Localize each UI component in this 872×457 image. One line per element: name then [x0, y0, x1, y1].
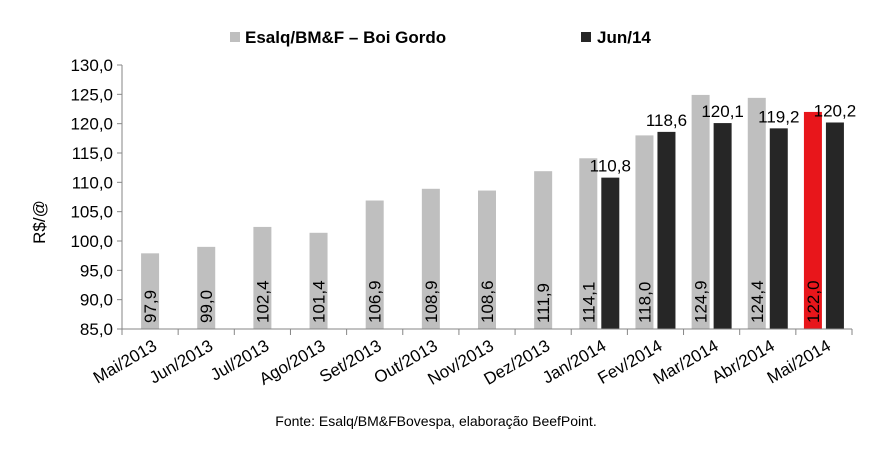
y-tick-label: 90,0 — [80, 291, 113, 310]
y-tick-label: 115,0 — [72, 144, 113, 163]
bar-jun14 — [713, 123, 732, 329]
data-label-esalq: 106,9 — [366, 280, 385, 323]
bars: 97,9 99,0 102,4 101,4 106,9 108,9 108,6 111,9 11… — [141, 94, 857, 329]
y-tick-label: 120,0 — [70, 115, 113, 134]
y-tick-label: 130,0 — [70, 56, 113, 75]
bar-esalq — [309, 232, 328, 329]
legend-swatch-esalq — [230, 32, 240, 42]
y-tick-label: 100,0 — [70, 232, 113, 251]
data-label-esalq: 102,4 — [253, 280, 272, 323]
data-label-esalq: 99,0 — [197, 290, 216, 323]
bar-esalq — [478, 190, 496, 329]
legend-label-jun14: Jun/14 — [597, 28, 651, 47]
data-label-esalq: 108,9 — [422, 280, 441, 323]
y-axis-label: R$/@ — [30, 200, 49, 244]
bar-esalq — [534, 171, 553, 329]
x-tick-label: Abr/2014 — [709, 336, 778, 387]
y-tick-label: 95,0 — [80, 261, 113, 280]
data-label-esalq: 124,9 — [692, 280, 711, 323]
legend: Esalq/BM&F – Boi Gordo Jun/14 — [230, 28, 651, 47]
y-tick-label: 125,0 — [70, 85, 113, 104]
bar-esalq — [365, 200, 384, 329]
bar-esalq — [421, 188, 440, 329]
x-tick-label: Jun/2013 — [146, 336, 216, 387]
data-label-jun14: 118,6 — [646, 111, 687, 130]
data-label-esalq: 111,9 — [534, 283, 553, 323]
data-label-esalq: 124,4 — [748, 280, 767, 323]
y-tick-label: 105,0 — [70, 203, 113, 222]
bar-esalq — [803, 111, 822, 329]
bar-jun14 — [601, 177, 620, 329]
bar-esalq — [141, 253, 160, 329]
bar-esalq — [197, 246, 216, 329]
x-tick-label: Mar/2014 — [650, 336, 722, 388]
source-note: Fonte: Esalq/BM&FBovespa, elaboração Bee… — [275, 413, 597, 429]
bar-esalq — [635, 135, 654, 329]
data-label-jun14: 110,8 — [590, 157, 631, 176]
x-tick-label: Mai/2014 — [764, 336, 834, 387]
bar-esalq — [253, 226, 272, 329]
y-tick-label: 85,0 — [80, 320, 113, 339]
x-axis: Mai/2013Jun/2013Jul/2013Ago/2013Set/2013… — [90, 328, 853, 389]
data-label-esalq: 114,1 — [579, 282, 598, 323]
bar-jun14 — [769, 128, 788, 329]
data-label-jun14: 120,1 — [701, 102, 744, 121]
data-label-esalq: 122,0 — [804, 280, 823, 323]
data-label-jun14: 120,2 — [814, 101, 857, 120]
bar-esalq — [747, 97, 766, 329]
data-label-esalq: 97,9 — [141, 290, 160, 323]
data-label-esalq: 108,6 — [478, 280, 497, 323]
bar-esalq — [691, 94, 710, 329]
bar-esalq — [579, 158, 598, 329]
data-label-esalq: 118,0 — [635, 282, 654, 323]
y-tick-label: 110,0 — [72, 173, 113, 192]
legend-label-esalq: Esalq/BM&F – Boi Gordo — [245, 28, 446, 47]
y-axis: 85,0 90,0 95,0 100,0 105,0 110,0 115,0 120,0 125… — [70, 56, 123, 339]
bar-jun14 — [657, 131, 676, 329]
legend-swatch-jun14 — [581, 32, 591, 42]
bar-jun14 — [825, 122, 844, 329]
data-label-jun14: 119,2 — [758, 107, 799, 126]
x-tick-label: Mai/2013 — [90, 336, 160, 387]
data-label-esalq: 101,4 — [310, 280, 329, 323]
